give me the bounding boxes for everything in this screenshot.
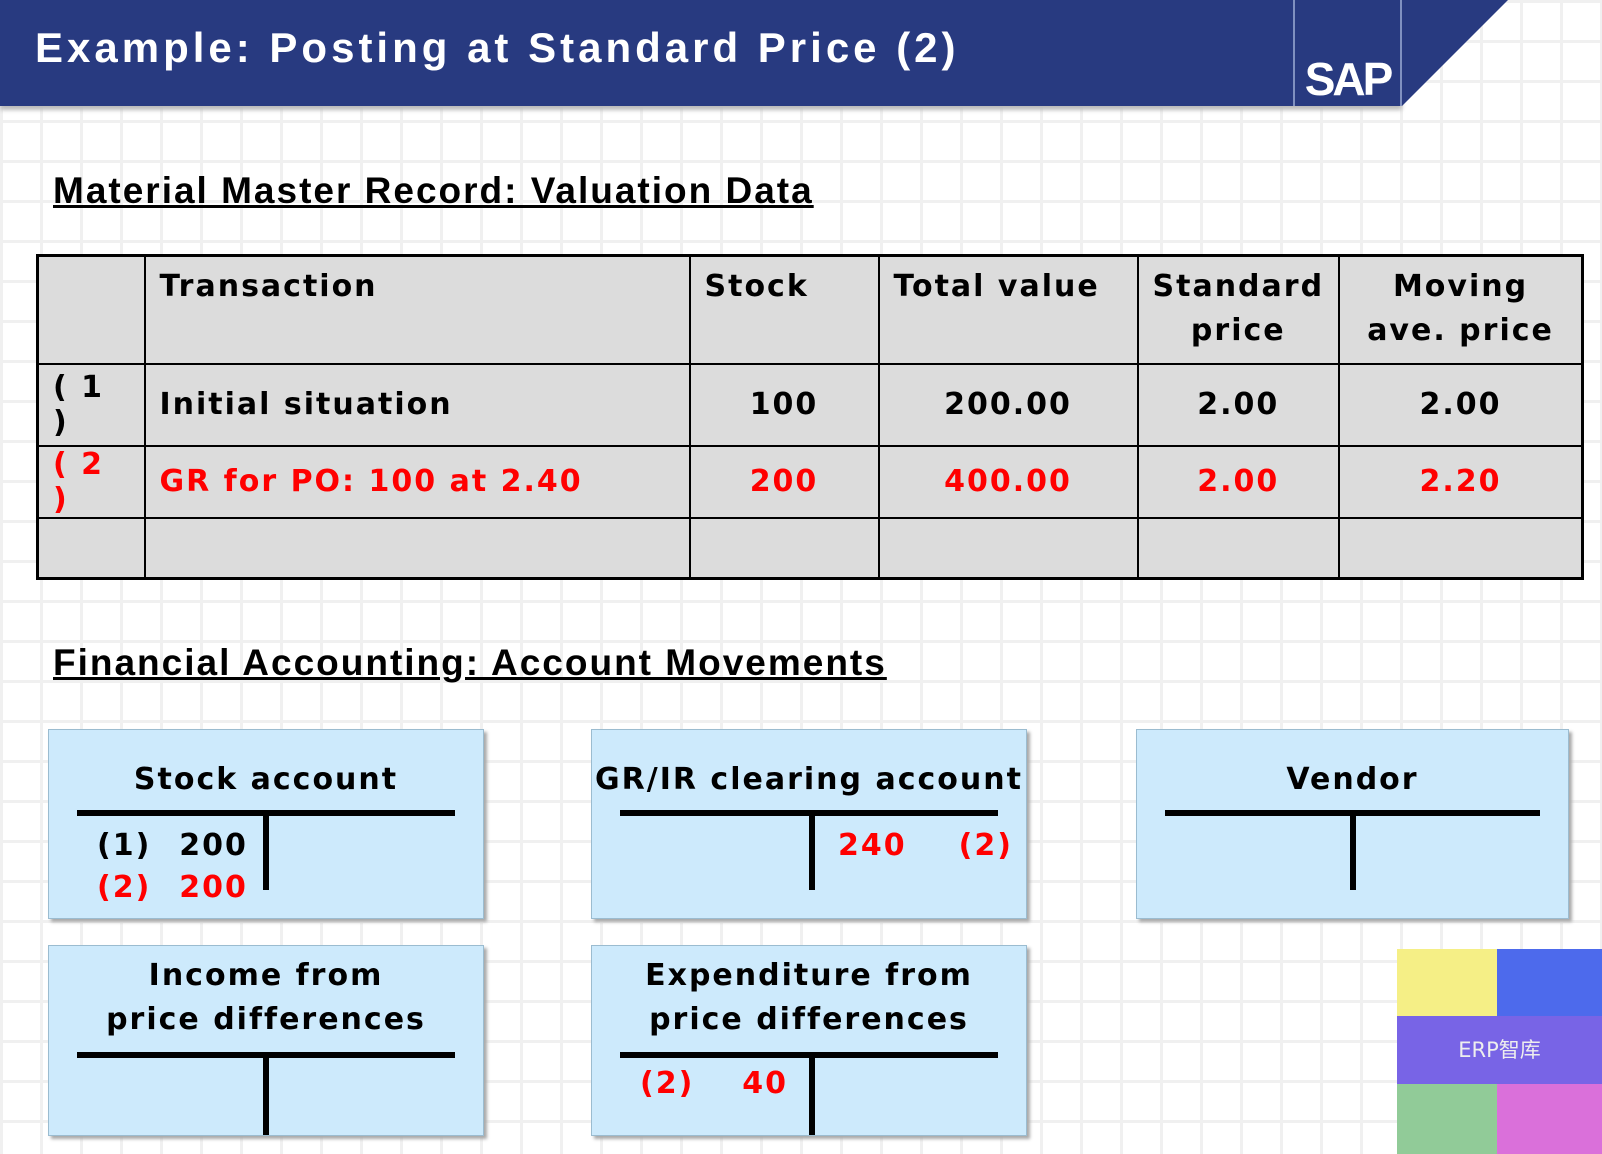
account-name: GR/IR clearing account bbox=[595, 762, 1023, 797]
row-total: 400.00 bbox=[877, 444, 1139, 519]
entry-ref: (2) bbox=[958, 828, 1013, 863]
sap-logo-box bbox=[1293, 0, 1402, 106]
watermark-logo: ERP智库 bbox=[1397, 949, 1602, 1154]
entry-amount: 200 bbox=[179, 870, 248, 905]
t-vertical-line bbox=[1350, 810, 1356, 890]
account-name: Stock account bbox=[133, 762, 399, 797]
t-vertical-line bbox=[809, 810, 815, 890]
account-name-line1: Income from bbox=[148, 958, 384, 993]
row-transaction: Initial situation bbox=[143, 362, 691, 447]
t-account-vendor: Vendor bbox=[1136, 729, 1569, 919]
row-mov-price: 2.00 bbox=[1338, 362, 1584, 447]
t-vertical-line bbox=[809, 1052, 815, 1135]
entry-amount: 40 bbox=[742, 1066, 789, 1101]
account-name-line1: Expenditure from bbox=[645, 958, 973, 993]
row-std-price: 2.00 bbox=[1136, 362, 1341, 447]
account-name-line2: price differences bbox=[649, 1002, 969, 1037]
page-title: Example: Posting at Standard Price (2) bbox=[35, 24, 960, 71]
table-row: ( 2 ) GR for PO: 100 at 2.40 200 400.00 … bbox=[36, 444, 1584, 519]
section-heading-accounts: Financial Accounting: Account Movements bbox=[53, 642, 887, 683]
header-cell bbox=[36, 254, 146, 365]
row-stock: 200 bbox=[688, 444, 880, 519]
t-vertical-line bbox=[263, 810, 269, 890]
section-heading-valuation: Material Master Record: Valuation Data bbox=[53, 170, 814, 211]
entry-amount: 240 bbox=[838, 828, 907, 863]
table-row: ( 1 ) Initial situation 100 200.00 2.00 … bbox=[36, 362, 1584, 447]
row-ref: ( 2 ) bbox=[36, 444, 146, 519]
table-row-empty bbox=[36, 516, 1584, 580]
header-cell: Transaction bbox=[143, 254, 691, 365]
t-account-income: Income from price differences bbox=[48, 945, 484, 1136]
t-vertical-line bbox=[263, 1052, 269, 1135]
t-account-stock: Stock account (1) 200 (2) 200 bbox=[48, 729, 484, 919]
sap-logo: SAP bbox=[1304, 53, 1394, 105]
row-ref: ( 1 ) bbox=[36, 362, 146, 447]
valuation-table: Transaction Stock Total value Standard p… bbox=[36, 254, 1584, 580]
watermark-text: ERP智库 bbox=[1397, 1016, 1602, 1084]
row-stock: 100 bbox=[688, 362, 880, 447]
row-mov-price: 2.20 bbox=[1338, 444, 1584, 519]
header-cell: Stock bbox=[688, 254, 880, 365]
header-diagonal bbox=[1402, 0, 1508, 106]
header-cell: Total value bbox=[877, 254, 1139, 365]
header-cell: Standard price bbox=[1136, 254, 1341, 365]
t-account-expenditure: Expenditure from price differences (2) 40 bbox=[591, 945, 1027, 1136]
header-cell: Moving ave. price bbox=[1338, 254, 1584, 365]
entry-ref: (1) bbox=[97, 828, 152, 863]
row-total: 200.00 bbox=[877, 362, 1139, 447]
account-name: Vendor bbox=[1286, 762, 1419, 797]
row-std-price: 2.00 bbox=[1136, 444, 1341, 519]
entry-amount: 200 bbox=[179, 828, 248, 863]
entry-ref: (2) bbox=[640, 1066, 695, 1101]
header-bar bbox=[0, 0, 1402, 106]
account-name-line2: price differences bbox=[106, 1002, 426, 1037]
table-header-row: Transaction Stock Total value Standard p… bbox=[36, 254, 1584, 365]
t-account-grir: GR/IR clearing account 240 (2) bbox=[591, 729, 1027, 919]
entry-ref: (2) bbox=[97, 870, 152, 905]
row-transaction: GR for PO: 100 at 2.40 bbox=[143, 444, 691, 519]
